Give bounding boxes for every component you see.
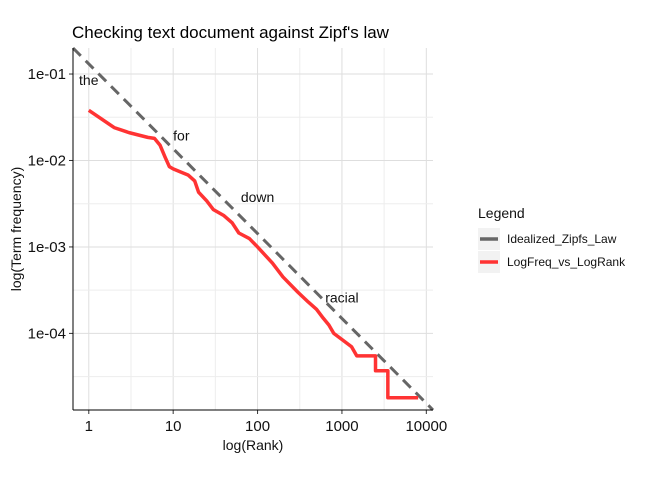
y-axis-title: log(Term frequency) — [8, 167, 24, 292]
y-axis-ticks: 1e-01 1e-02 1e-03 1e-04 — [28, 66, 73, 342]
x-tick-label: 10 — [165, 418, 182, 435]
word-annotation: for — [173, 127, 190, 143]
x-tick-label: 1 — [85, 418, 93, 435]
x-axis-ticks: 1 10 100 1000 10000 — [85, 410, 447, 435]
y-tick-label: 1e-02 — [28, 152, 66, 169]
series-line-idealized-zipfs-law — [71, 46, 435, 412]
y-tick-label: 1e-01 — [28, 66, 66, 83]
chart-title: Checking text document against Zipf's la… — [72, 23, 390, 42]
word-annotation: down — [241, 189, 274, 205]
y-tick-label: 1e-04 — [28, 325, 66, 342]
y-tick-label: 1e-03 — [28, 239, 66, 256]
word-annotation: the — [79, 72, 99, 88]
x-tick-label: 1000 — [325, 418, 358, 435]
series-line-logfreq-vs-logrank — [87, 108, 419, 400]
grid — [73, 48, 433, 410]
annotations: the for down racial — [79, 72, 359, 305]
legend: Legend Idealized_Zipfs_Law LogFreq_vs_Lo… — [478, 205, 626, 273]
x-axis-title: log(Rank) — [223, 437, 284, 453]
word-annotation: racial — [325, 290, 358, 306]
x-tick-label: 100 — [245, 418, 270, 435]
x-tick-label: 10000 — [405, 418, 447, 435]
legend-label-idealized: Idealized_Zipfs_Law — [507, 232, 617, 246]
legend-label-logfreq: LogFreq_vs_LogRank — [507, 255, 626, 269]
legend-title: Legend — [478, 205, 525, 221]
series-layer — [71, 46, 435, 412]
